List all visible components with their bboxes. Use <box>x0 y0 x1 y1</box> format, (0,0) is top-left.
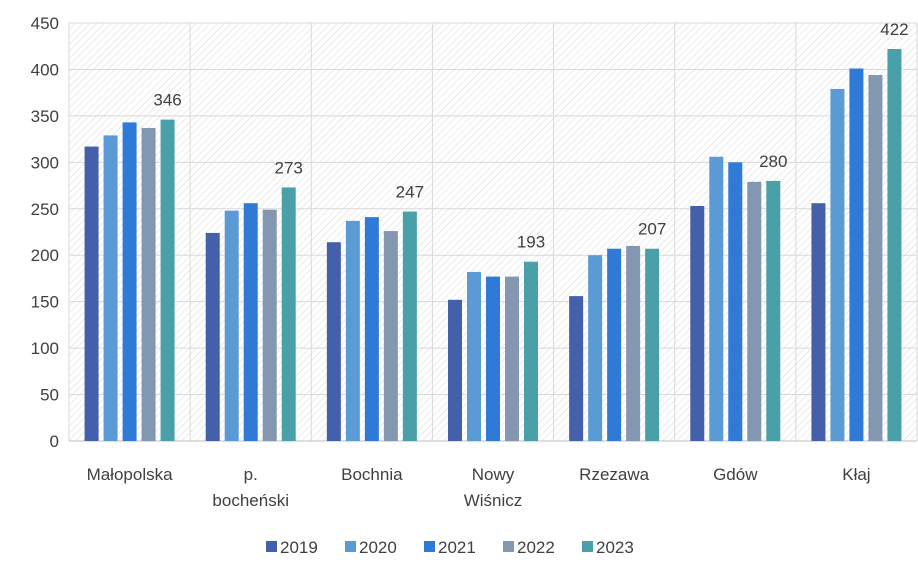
y-axis: 0 50 100 150 200 250 300 350 400 450 <box>31 14 59 451</box>
data-label: 247 <box>396 183 424 202</box>
y-tick-label: 150 <box>31 293 59 312</box>
bar-2020-5 <box>709 156 724 441</box>
y-tick-label: 300 <box>31 153 59 172</box>
bar-2019-5 <box>690 205 705 441</box>
data-labels: 346 273 247 193 207 280 422 <box>153 20 908 252</box>
legend-item-2023: 2023 <box>582 538 634 557</box>
bar-2021-1 <box>243 203 258 441</box>
y-tick-label: 50 <box>40 386 59 405</box>
bar-2019-3 <box>448 299 462 441</box>
bar-2021-0 <box>122 122 137 441</box>
bars <box>84 49 902 442</box>
x-tick-label: p. <box>244 465 258 484</box>
bar-2020-6 <box>830 88 845 441</box>
y-tick-label: 100 <box>31 339 59 358</box>
legend-label: 2022 <box>517 538 555 557</box>
bar-2022-4 <box>626 245 641 441</box>
bar-2020-1 <box>224 210 239 441</box>
legend-label: 2019 <box>280 538 318 557</box>
y-tick-label: 450 <box>31 14 59 33</box>
bar-2021-5 <box>728 162 743 442</box>
legend-swatch <box>345 541 356 552</box>
bar-2019-1 <box>205 232 220 441</box>
bar-2023-0 <box>160 119 175 442</box>
x-tick-label: Bochnia <box>341 465 403 484</box>
legend-swatch <box>582 541 593 552</box>
bar-2023-3 <box>524 261 538 441</box>
bar-2019-6 <box>811 203 826 441</box>
bar-2019-4 <box>569 296 584 441</box>
x-tick-label: Kłaj <box>842 465 870 484</box>
bar-2022-5 <box>747 181 762 441</box>
y-tick-label: 350 <box>31 107 59 126</box>
data-label: 273 <box>275 158 303 177</box>
x-tick-label: Gdów <box>713 465 758 484</box>
y-tick-label: 250 <box>31 200 59 219</box>
legend-swatch <box>266 541 277 552</box>
x-tick-label: Rzezawa <box>579 465 649 484</box>
legend-item-2022: 2022 <box>503 538 555 557</box>
bar-2023-1 <box>281 187 296 441</box>
bar-2022-2 <box>383 231 398 441</box>
legend-item-2020: 2020 <box>345 538 397 557</box>
data-label: 280 <box>759 152 787 171</box>
legend-swatch <box>503 541 514 552</box>
data-label: 193 <box>517 233 545 252</box>
legend: 2019 2020 2021 2022 2023 <box>266 538 634 557</box>
bar-2022-0 <box>141 127 156 441</box>
y-tick-label: 400 <box>31 60 59 79</box>
x-tick-label: Wiśnicz <box>464 491 523 510</box>
legend-swatch <box>424 541 435 552</box>
bar-2023-5 <box>766 180 781 441</box>
y-tick-label: 0 <box>50 432 59 451</box>
data-label: 422 <box>880 20 908 39</box>
bar-2022-1 <box>262 209 277 441</box>
legend-label: 2023 <box>596 538 634 557</box>
bar-2021-4 <box>607 248 622 441</box>
bar-2019-0 <box>84 146 99 441</box>
bar-2021-6 <box>849 68 864 441</box>
bar-2022-3 <box>505 276 519 441</box>
x-tick-label: Małopolska <box>87 465 174 484</box>
legend-label: 2020 <box>359 538 397 557</box>
x-tick-label: bocheński <box>212 491 289 510</box>
legend-item-2021: 2021 <box>424 538 476 557</box>
bar-2020-2 <box>345 220 360 441</box>
legend-label: 2021 <box>438 538 476 557</box>
bar-2021-3 <box>486 276 500 441</box>
bar-2021-2 <box>364 217 379 441</box>
bar-2023-2 <box>402 211 417 441</box>
bar-2020-4 <box>588 255 603 441</box>
bar-2022-6 <box>868 75 883 442</box>
bar-2020-3 <box>467 271 481 441</box>
y-tick-label: 200 <box>31 246 59 265</box>
x-axis: Małopolska p. bocheński Bochnia Nowy Wiśnicz R… <box>87 465 871 510</box>
bar-2023-4 <box>645 248 660 441</box>
bar-2019-2 <box>326 242 341 441</box>
data-label: 346 <box>153 91 181 110</box>
bar-2023-6 <box>887 49 902 442</box>
legend-item-2019: 2019 <box>266 538 318 557</box>
data-label: 207 <box>638 220 666 239</box>
bar-2020-0 <box>103 135 118 441</box>
x-tick-label: Nowy <box>472 465 515 484</box>
